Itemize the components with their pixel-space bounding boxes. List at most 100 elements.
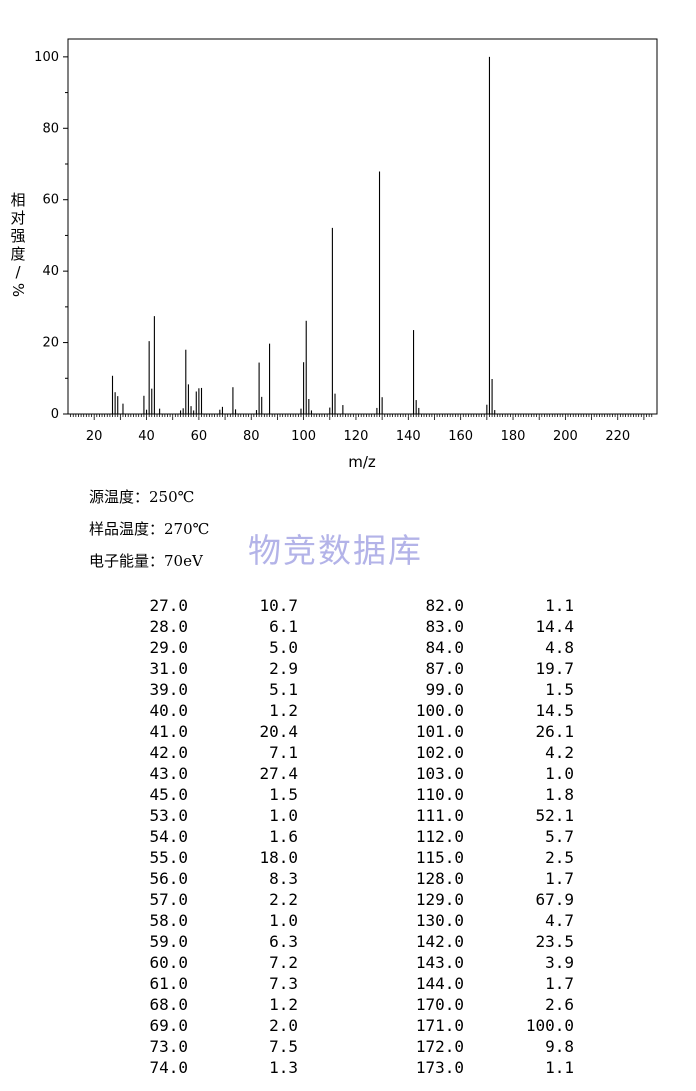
table-row: 29.0 5.0 84.0 4.8 xyxy=(0,638,696,659)
mz-cell: 172.0 xyxy=(415,1037,464,1056)
mz-cell: 73.0 xyxy=(149,1037,188,1056)
intensity-cell: 52.1 xyxy=(535,806,574,825)
mz-cell: 102.0 xyxy=(415,743,464,762)
mz-cell: 128.0 xyxy=(415,869,464,888)
intensity-cell: 2.6 xyxy=(545,995,574,1014)
table-row: 53.0 1.0 111.0 52.1 xyxy=(0,806,696,827)
x-tick-label: 200 xyxy=(553,429,578,444)
intensity-cell: 23.5 xyxy=(535,932,574,951)
mz-cell: 142.0 xyxy=(415,932,464,951)
intensity-cell: 2.5 xyxy=(545,848,574,867)
mz-cell: 143.0 xyxy=(415,953,464,972)
mz-cell: 100.0 xyxy=(415,701,464,720)
x-tick-label: 160 xyxy=(448,429,473,444)
mz-cell: 61.0 xyxy=(149,974,188,993)
mz-cell: 59.0 xyxy=(149,932,188,951)
mz-cell: 112.0 xyxy=(415,827,464,846)
x-tick-label: 80 xyxy=(243,429,260,444)
y-axis-title-char: 对 xyxy=(10,209,25,227)
table-row: 68.0 1.2 170.0 2.6 xyxy=(0,995,696,1016)
intensity-cell: 1.7 xyxy=(545,974,574,993)
x-tick-label: 100 xyxy=(291,429,316,444)
mz-cell: 42.0 xyxy=(149,743,188,762)
mz-cell: 58.0 xyxy=(149,911,188,930)
intensity-cell: 27.4 xyxy=(259,764,298,783)
intensity-cell: 4.7 xyxy=(545,911,574,930)
table-row: 55.0 18.0 115.0 2.5 xyxy=(0,848,696,869)
intensity-cell: 7.3 xyxy=(269,974,298,993)
mz-cell: 55.0 xyxy=(149,848,188,867)
intensity-cell: 1.1 xyxy=(545,596,574,615)
intensity-cell: 7.1 xyxy=(269,743,298,762)
x-tick-label: 120 xyxy=(344,429,369,444)
intensity-cell: 1.0 xyxy=(545,764,574,783)
y-tick-label: 0 xyxy=(51,407,59,422)
mz-cell: 68.0 xyxy=(149,995,188,1014)
table-row: 54.0 1.6 112.0 5.7 xyxy=(0,827,696,848)
mz-cell: 82.0 xyxy=(425,596,464,615)
y-tick-label: 60 xyxy=(42,193,59,208)
table-row: 73.0 7.5 172.0 9.8 xyxy=(0,1037,696,1058)
intensity-cell: 67.9 xyxy=(535,890,574,909)
table-row: 31.0 2.9 87.0 19.7 xyxy=(0,659,696,680)
intensity-cell: 14.4 xyxy=(535,617,574,636)
mz-cell: 27.0 xyxy=(149,596,188,615)
table-row: 45.0 1.5 110.0 1.8 xyxy=(0,785,696,806)
intensity-cell: 1.7 xyxy=(545,869,574,888)
x-tick-label: 20 xyxy=(86,429,103,444)
x-axis-title: m/z xyxy=(348,453,376,471)
mz-cell: 56.0 xyxy=(149,869,188,888)
y-axis-title-char: / xyxy=(15,263,21,281)
y-axis-title-char: 相 xyxy=(10,191,25,209)
mz-cell: 57.0 xyxy=(149,890,188,909)
peak-table: 27.0 10.7 82.0 1.1 28.0 6.1 83.0 14.4 29.0 5.0 84.… xyxy=(0,596,696,1079)
y-tick-label: 20 xyxy=(42,336,59,351)
mz-cell: 115.0 xyxy=(415,848,464,867)
plot-frame xyxy=(67,38,658,415)
mz-cell: 28.0 xyxy=(149,617,188,636)
intensity-cell: 2.0 xyxy=(269,1016,298,1035)
mz-cell: 45.0 xyxy=(149,785,188,804)
intensity-cell: 19.7 xyxy=(535,659,574,678)
table-row: 60.0 7.2 143.0 3.9 xyxy=(0,953,696,974)
table-row: 74.0 1.3 173.0 1.1 xyxy=(0,1058,696,1079)
table-row: 56.0 8.3 128.0 1.7 xyxy=(0,869,696,890)
table-row: 40.0 1.2 100.0 14.5 xyxy=(0,701,696,722)
intensity-cell: 1.0 xyxy=(269,806,298,825)
intensity-cell: 5.1 xyxy=(269,680,298,699)
intensity-cell: 9.8 xyxy=(545,1037,574,1056)
intensity-cell: 3.9 xyxy=(545,953,574,972)
mz-cell: 41.0 xyxy=(149,722,188,741)
intensity-cell: 1.1 xyxy=(545,1058,574,1077)
y-tick-label: 100 xyxy=(34,50,59,65)
mz-cell: 171.0 xyxy=(415,1016,464,1035)
intensity-cell: 1.3 xyxy=(269,1058,298,1077)
intensity-cell: 2.2 xyxy=(269,890,298,909)
table-row: 69.0 2.0 171.0 100.0 xyxy=(0,1016,696,1037)
intensity-cell: 5.0 xyxy=(269,638,298,657)
intensity-cell: 1.2 xyxy=(269,995,298,1014)
x-axis: 20 40 60 80 100 120 140 160 180 200 220 xyxy=(70,414,653,444)
table-row: 61.0 7.3 144.0 1.7 xyxy=(0,974,696,995)
table-row: 28.0 6.1 83.0 14.4 xyxy=(0,617,696,638)
mz-cell: 87.0 xyxy=(425,659,464,678)
table-row: 58.0 1.0 130.0 4.7 xyxy=(0,911,696,932)
y-axis-title-char: 强 xyxy=(10,227,25,245)
watermark: 物竞数据库 xyxy=(248,531,423,570)
y-tick-label: 40 xyxy=(42,264,59,279)
x-tick-label: 180 xyxy=(501,429,526,444)
table-row: 43.0 27.4 103.0 1.0 xyxy=(0,764,696,785)
y-axis-title-char: % xyxy=(9,283,27,297)
sample-temperature: 样品温度：270℃ xyxy=(89,520,210,538)
table-row: 42.0 7.1 102.0 4.2 xyxy=(0,743,696,764)
mz-cell: 54.0 xyxy=(149,827,188,846)
intensity-cell: 8.3 xyxy=(269,869,298,888)
intensity-cell: 4.2 xyxy=(545,743,574,762)
intensity-cell: 7.5 xyxy=(269,1037,298,1056)
table-row: 27.0 10.7 82.0 1.1 xyxy=(0,596,696,617)
x-tick-label: 40 xyxy=(138,429,155,444)
table-row: 57.0 2.2 129.0 67.9 xyxy=(0,890,696,911)
source-temperature: 源温度：250℃ xyxy=(89,488,195,506)
